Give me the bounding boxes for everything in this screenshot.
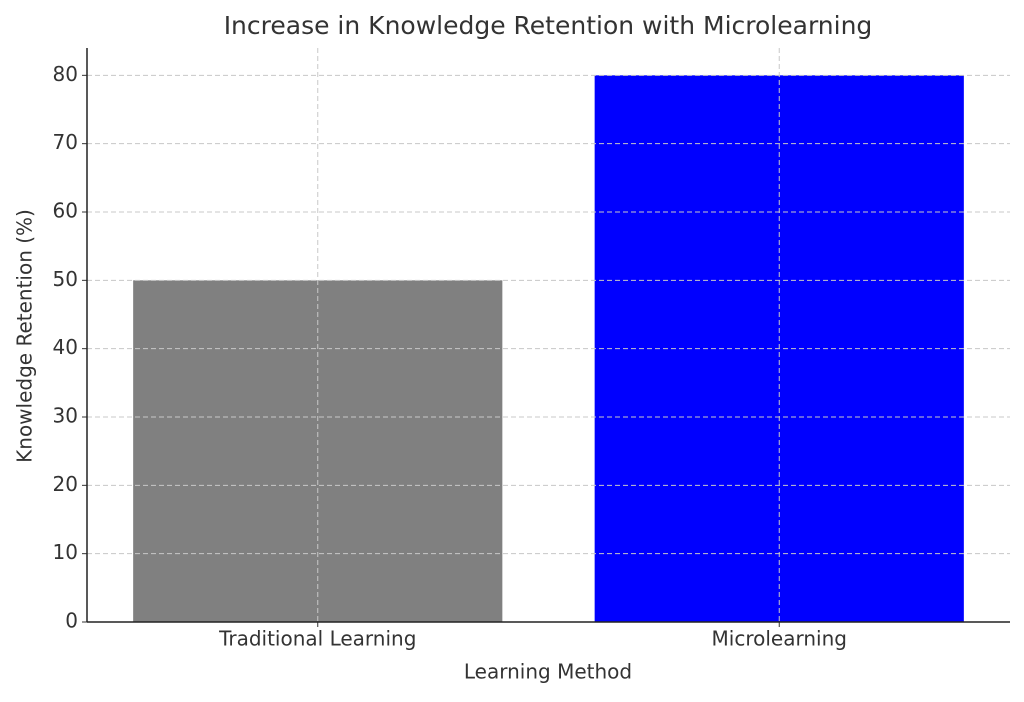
- y-tick-label: 60: [53, 199, 78, 223]
- y-tick-label: 0: [65, 609, 78, 633]
- y-tick-label: 10: [53, 540, 78, 564]
- chart-title: Increase in Knowledge Retention with Mic…: [224, 11, 873, 40]
- y-tick-label: 70: [53, 130, 78, 154]
- y-tick-label: 30: [53, 404, 78, 428]
- y-tick-label: 80: [53, 62, 78, 86]
- y-tick-label: 20: [53, 472, 78, 496]
- y-axis-title: Knowledge Retention (%): [13, 209, 37, 463]
- y-tick-label: 40: [53, 335, 78, 359]
- x-tick-label: Traditional Learning: [218, 627, 416, 651]
- x-tick-label: Microlearning: [712, 627, 847, 651]
- x-axis-title: Learning Method: [464, 660, 632, 684]
- y-tick-label: 50: [53, 267, 78, 291]
